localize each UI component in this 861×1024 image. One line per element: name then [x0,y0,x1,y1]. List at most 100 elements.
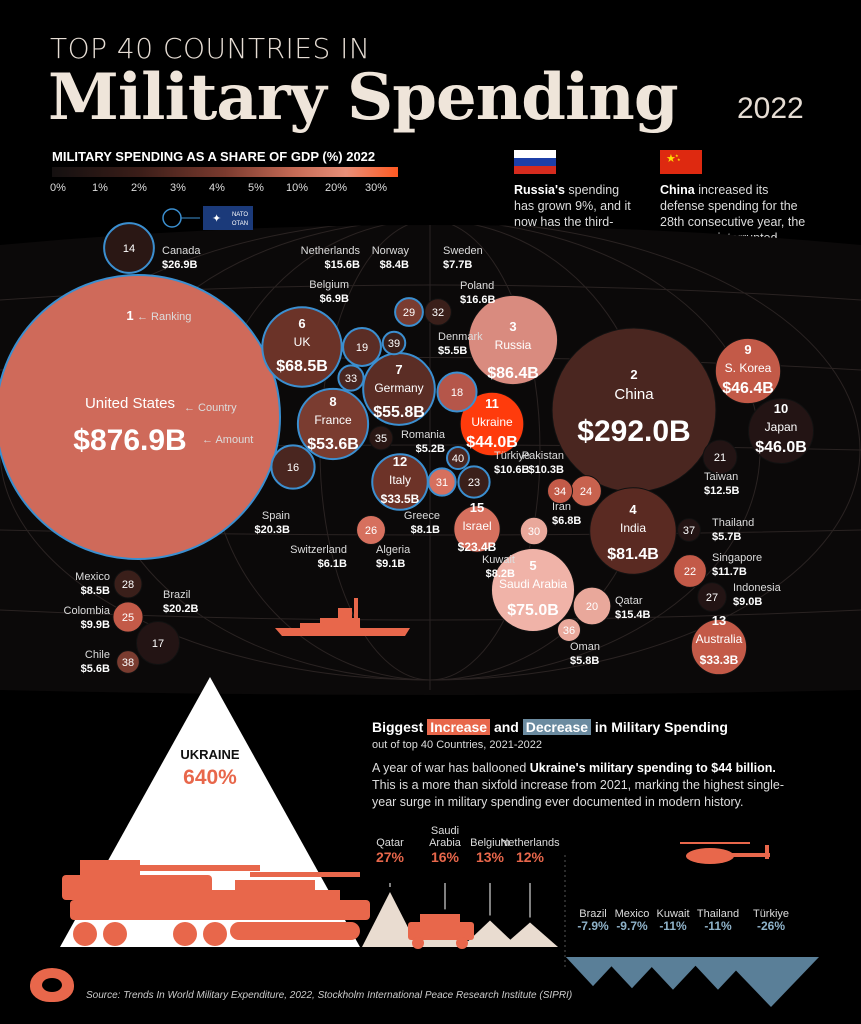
legend-tick: 0% [50,182,66,194]
bar-value: 640% [183,766,237,789]
bubble-circle [690,618,748,676]
bubble-rank: 9 [744,342,751,357]
bubble-mexico: 28 Mexico $8.5B [75,569,143,599]
bar-value: 16% [431,849,460,865]
bubble-circle [453,505,501,553]
bubble-rank: 18 [451,387,463,399]
amount-annotation: ← Amount [202,434,253,446]
publisher-logo [30,968,74,1002]
bubble-circle [551,327,717,493]
bubble-rank: 39 [388,338,400,350]
bubble-country: S. Korea [725,361,772,375]
amount-label: $9.0B [733,596,762,608]
bubble-circle [702,439,738,475]
bubble-rank: 4 [629,502,637,517]
bubble-circle [112,601,144,633]
truck-icon [408,914,474,949]
bar-value: -11% [659,919,687,933]
decrease-mark [602,957,662,989]
bubble-circle [556,617,582,643]
bubble-france: 8 France $53.6B [296,387,370,461]
bubble-rank: 23 [468,477,480,489]
bubble-poland: 18 Poland $16.6B [436,280,496,413]
bubble-amount: $33.3B [700,653,739,667]
legend-title: MILITARY SPENDING AS A SHARE OF GDP (%) … [52,149,376,164]
country-label: Romania [401,429,446,441]
bubble-amount: $53.6B [307,436,359,453]
bubble-country: Italy [389,473,411,487]
bubble-circle [381,330,407,356]
nato-marker-icon [162,208,182,228]
bubble-chart: 1 United States $876.9B 2 China $292.0B 3 Russi… [0,206,861,695]
bubble-circle [424,298,452,326]
bubble-circle [427,467,457,497]
amount-label: $8.2B [486,568,515,580]
bar-kuwait: Kuwait-11% [642,908,704,990]
bar-label: Arabia [429,837,462,849]
bubble-rank: 11 [485,396,499,411]
amount-label: $9.1B [376,558,405,570]
bubble-circle [490,547,576,633]
bubble-norway: 29 Norway $8.4B [372,245,424,327]
bar-label: Belgium [470,837,510,849]
bubble-amount: $86.4B [487,365,539,382]
country-label: Taiwan [704,471,738,483]
amount-label: $20.2B [163,603,199,615]
section2-subtitle: out of top 40 Countries, 2021-2022 [372,739,543,751]
bubble-country: Russia [495,338,532,352]
legend-tick: 1% [92,182,108,194]
bubble-ukraine: 11 Ukraine $44.0B [459,391,525,457]
bubble-canada: 14 Canada $26.9B [103,222,201,274]
bubble-country: Germany [374,381,423,395]
bubble-circle [135,620,181,666]
bubble-s-korea: 9 S. Korea $46.4B [714,337,782,405]
bubble-india: 4 India $81.4B [589,487,677,575]
bubble-chile: 38 Chile $5.6B [81,649,140,675]
amount-label: $8.1B [411,524,440,536]
bubble-rank: 19 [356,342,368,354]
bubbles-layer: 1 United States $876.9B 2 China $292.0B 3 Russi… [0,222,815,676]
amount-label: $7.7B [443,259,472,271]
bubble-t-rkiye: 23 Türkiye $10.6B [457,450,530,499]
legend-tick: 2% [131,182,147,194]
bubble-circle [436,371,478,413]
bubble-circle [103,222,155,274]
amount-label: $10.3B [529,464,565,476]
country-label: Brazil [163,589,191,601]
section2-title: Biggest Increase and Decrease in Militar… [372,719,728,735]
bubble-thailand: 37 Thailand $5.7B [677,517,754,543]
amount-label: $11.7B [712,566,747,578]
bubble-circle [673,554,707,588]
bubble-rank: 22 [684,566,696,578]
bubble-colombia: 25 Colombia $9.9B [64,601,144,633]
warship-icon [275,598,410,636]
bubble-circle [368,425,394,451]
bar-label: Kuwait [656,908,689,920]
country-label: Netherlands [301,245,361,257]
bubble-rank: 7 [395,362,402,377]
svg-text:★: ★ [666,153,676,165]
bar-value: -9.7% [616,919,648,933]
country-label: Pakistan [522,450,564,462]
bubble-uk: 6 UK $68.5B [261,306,343,388]
bubble-country: Japan [765,420,798,434]
country-label: Singapore [712,552,762,564]
helicopter-icon [680,842,770,864]
bubble-united-states: 1 United States $876.9B [0,274,281,560]
bubble-circle [572,586,612,626]
country-label: Belgium [309,279,349,291]
bubble-rank: 10 [774,401,788,416]
bubble-rank: 30 [528,526,540,538]
bar-value: 13% [476,849,505,865]
bubble-circle [261,306,343,388]
legend-tick: 4% [209,182,225,194]
bubble-circle [747,397,815,465]
amount-label: $16.6B [460,294,496,306]
bubble-rank: 20 [586,601,598,613]
legend-tick: 30% [365,182,388,194]
bubble-qatar: 20 Qatar $15.4B [572,586,651,626]
country-label: Denmark [438,331,483,343]
decrease-mark [642,957,704,990]
bubble-rank: 21 [714,452,726,464]
